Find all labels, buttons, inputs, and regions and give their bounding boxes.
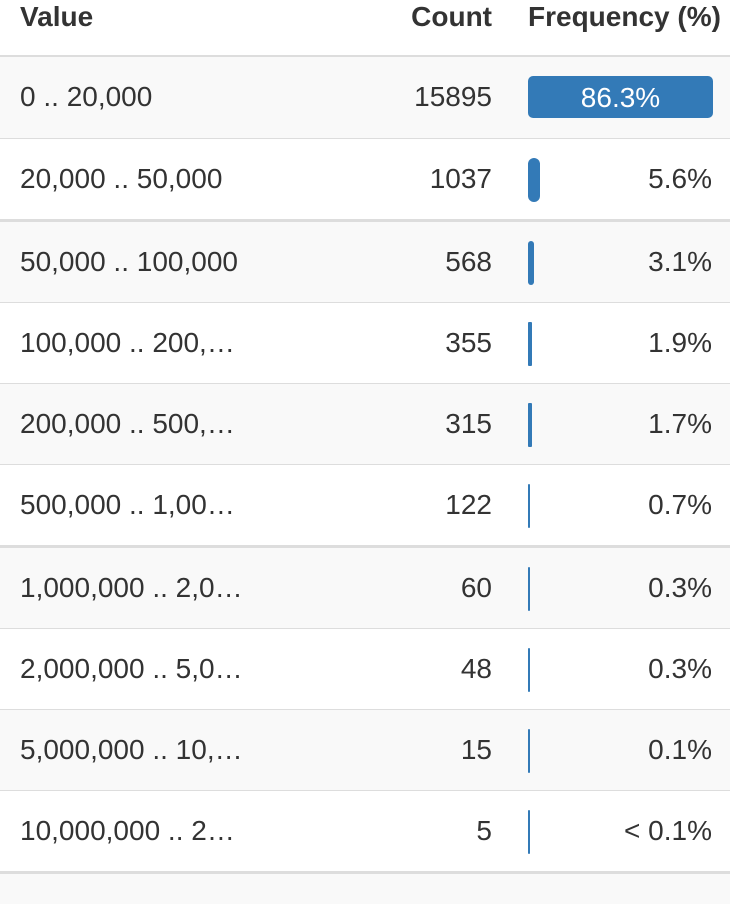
frequency-label: < 0.1% [624,815,712,846]
frequency-label: 0.1% [648,734,712,765]
frequency-label: 0.3% [648,653,712,684]
frequency-label: 1.7% [648,408,712,439]
frequency-label: 3.1% [648,246,712,277]
value-cell: 1,000,000 .. 2,0… [20,572,243,603]
count-cell: 568 [445,246,492,277]
header-frequency[interactable]: Frequency (%) [528,1,721,32]
table-footer-row [0,871,730,904]
value-cell: 20,000 .. 50,000 [20,163,223,194]
value-cell: 50,000 .. 100,000 [20,246,238,277]
frequency-label: 1.9% [648,327,712,358]
count-cell: 315 [445,408,492,439]
frequency-label: 0.7% [648,489,712,520]
count-cell: 60 [460,572,492,603]
frequency-bar [528,648,530,692]
value-cell: 200,000 .. 500,… [20,408,235,439]
count-cell: 15 [460,734,492,765]
table-row[interactable]: 10,000,000 .. 2… 5 < 0.1% [0,790,730,871]
frequency-label: 0.3% [648,572,712,603]
table-row[interactable]: 20,000 .. 50,000 1037 5.6% [0,138,730,219]
frequency-bar [528,810,530,854]
table-row[interactable]: 2,000,000 .. 5,0… 48 0.3% [0,628,730,709]
table-header: Value Count Frequency (%) [0,0,730,57]
frequency-bar [528,729,530,773]
frequency-bar [528,76,713,118]
value-cell: 5,000,000 .. 10,… [20,734,243,765]
table-row[interactable]: 200,000 .. 500,… 315 1.7% [0,383,730,464]
table-row[interactable]: 1,000,000 .. 2,0… 60 0.3% [0,545,730,628]
count-cell: 48 [460,653,492,684]
frequency-bar [528,567,530,611]
frequency-bar [528,484,530,528]
table-row[interactable]: 0 .. 20,000 15895 86.3% [0,57,730,138]
frequency-bar [528,322,532,366]
header-count[interactable]: Count [411,1,492,32]
frequency-bar [528,158,540,202]
frequency-bar [528,403,532,447]
frequency-bar [528,241,534,285]
count-cell: 122 [445,489,492,520]
frequency-label: 86.3% [580,82,661,113]
count-cell: 355 [445,327,492,358]
count-cell: 5 [476,815,492,846]
count-cell: 15895 [414,81,492,112]
table-row[interactable]: 100,000 .. 200,… 355 1.9% [0,302,730,383]
value-cell: 0 .. 20,000 [20,81,153,112]
table-row[interactable]: 5,000,000 .. 10,… 15 0.1% [0,709,730,790]
value-cell: 2,000,000 .. 5,0… [20,653,243,684]
frequency-label: 5.6% [648,163,712,194]
frequency-table: Value Count Frequency (%) 0 .. 20,000 158… [0,0,730,904]
table-row[interactable]: 50,000 .. 100,000 568 3.1% [0,219,730,302]
value-cell: 100,000 .. 200,… [20,327,235,358]
table-row[interactable]: 500,000 .. 1,00… 122 0.7% [0,464,730,545]
value-cell: 500,000 .. 1,00… [20,489,235,520]
table-body: 0 .. 20,000 15895 86.3% 20,000 .. 50,000 103… [0,57,730,871]
count-cell: 1037 [429,163,492,194]
value-cell: 10,000,000 .. 2… [20,815,235,846]
header-value[interactable]: Value [20,1,94,32]
